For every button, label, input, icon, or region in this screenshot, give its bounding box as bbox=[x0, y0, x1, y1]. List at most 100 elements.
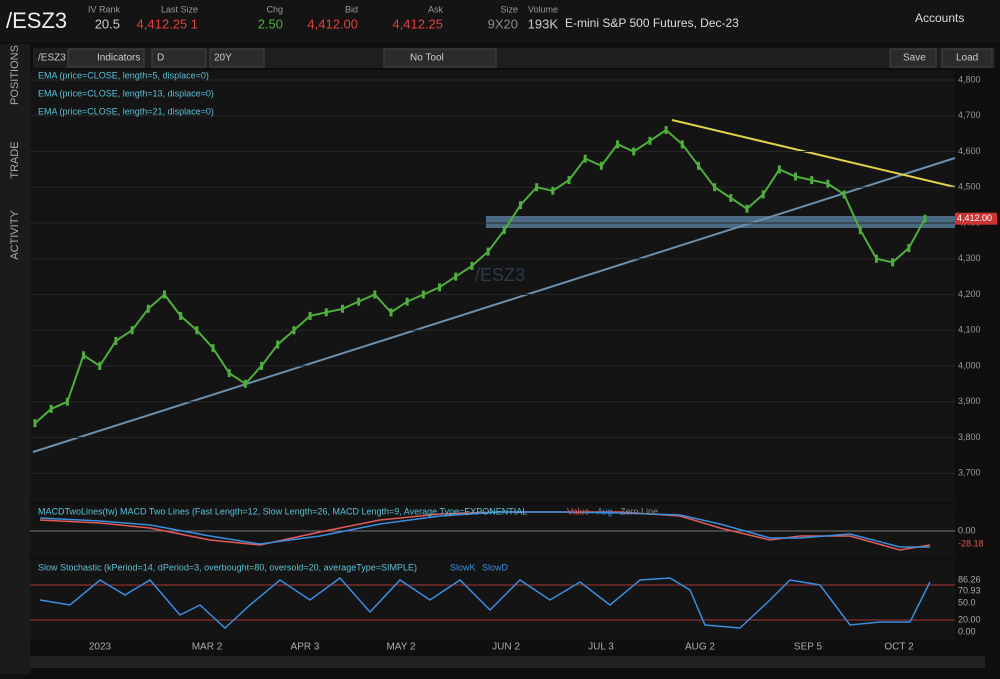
close-marker bbox=[616, 140, 619, 148]
close-marker bbox=[600, 162, 603, 170]
close-marker bbox=[519, 201, 522, 209]
close-marker bbox=[875, 255, 878, 263]
study-label: EMA (price=CLOSE, length=5, displace=0) bbox=[38, 70, 209, 80]
close-marker bbox=[325, 308, 328, 316]
description: E-mini S&P 500 Futures, Dec-23 bbox=[565, 16, 739, 30]
close-marker bbox=[503, 226, 506, 234]
close-marker bbox=[260, 362, 263, 370]
stochastic-legend: SlowD bbox=[482, 562, 509, 572]
close-marker bbox=[244, 380, 247, 388]
period-label: D bbox=[157, 53, 164, 64]
close-marker bbox=[163, 290, 166, 298]
x-tick-label: SEP 5 bbox=[794, 642, 823, 653]
close-marker bbox=[438, 283, 441, 291]
macd-label: -28.18 bbox=[958, 538, 984, 548]
study-label: EMA (price=CLOSE, length=13, displace=0) bbox=[38, 88, 214, 98]
symbol: /ESZ3 bbox=[6, 8, 67, 33]
close-marker bbox=[794, 173, 797, 181]
y-tick-label: 4,200 bbox=[958, 289, 981, 299]
close-marker bbox=[390, 308, 393, 316]
close-marker bbox=[147, 305, 150, 313]
close-marker bbox=[292, 326, 295, 334]
close-marker bbox=[535, 183, 538, 191]
close-marker bbox=[50, 405, 53, 413]
sidebar-tab[interactable]: TRADE bbox=[9, 141, 21, 178]
close-marker bbox=[212, 344, 215, 352]
close-marker bbox=[632, 147, 635, 155]
close-marker bbox=[859, 226, 862, 234]
close-marker bbox=[454, 273, 457, 281]
close-marker bbox=[762, 190, 765, 198]
macd-title: MACDTwoLines(tw) MACD Two Lines (Fast Le… bbox=[38, 506, 527, 516]
field-value: 20.5 bbox=[95, 16, 120, 31]
close-marker bbox=[729, 194, 732, 202]
close-marker bbox=[648, 137, 651, 145]
x-tick-label: APR 3 bbox=[291, 642, 320, 653]
close-marker bbox=[746, 205, 749, 213]
close-marker bbox=[309, 312, 312, 320]
close-marker bbox=[195, 326, 198, 334]
scrollbar[interactable] bbox=[30, 656, 985, 668]
sidebar-tab[interactable]: ACTIVITY bbox=[9, 210, 21, 260]
field-label: Volume bbox=[528, 4, 558, 14]
x-tick-label: AUG 2 bbox=[685, 642, 715, 653]
field-label: IV Rank bbox=[88, 4, 121, 14]
field-label: Chg bbox=[266, 4, 283, 14]
stochastic-label: 50.0 bbox=[958, 597, 976, 607]
macd-legend: Value bbox=[567, 506, 589, 516]
load-label: Load bbox=[956, 53, 978, 64]
close-marker bbox=[276, 341, 279, 349]
close-marker bbox=[891, 258, 894, 266]
close-marker bbox=[487, 248, 490, 256]
close-marker bbox=[470, 262, 473, 270]
stochastic-label: 86.26 bbox=[958, 574, 981, 584]
close-marker bbox=[82, 351, 85, 359]
close-marker bbox=[357, 298, 360, 306]
sidebar-tab[interactable]: POSITIONS bbox=[9, 45, 21, 105]
field-label: Last Size bbox=[161, 4, 198, 14]
close-marker bbox=[584, 155, 587, 163]
y-tick-label: 4,700 bbox=[958, 110, 981, 120]
x-tick-label: MAR 2 bbox=[192, 642, 223, 653]
x-tick-label: JUL 3 bbox=[588, 642, 614, 653]
x-tick-label: 2023 bbox=[89, 642, 112, 653]
indicators-label: Indicators bbox=[97, 53, 140, 64]
accounts-button[interactable]: Accounts bbox=[915, 11, 964, 25]
close-marker bbox=[406, 298, 409, 306]
toolbar-symbol[interactable]: /ESZ3 bbox=[38, 53, 66, 64]
field-value: 2.50 bbox=[258, 16, 283, 31]
stochastic-title: Slow Stochastic (kPeriod=14, dPeriod=3, … bbox=[38, 562, 417, 572]
close-marker bbox=[373, 290, 376, 298]
close-marker bbox=[907, 244, 910, 252]
x-tick-label: MAY 2 bbox=[386, 642, 416, 653]
stochastic-legend: SlowK bbox=[450, 562, 476, 572]
close-marker bbox=[568, 176, 571, 184]
close-marker bbox=[98, 362, 101, 370]
stochastic-label: 0.00 bbox=[958, 626, 976, 636]
close-marker bbox=[551, 187, 554, 195]
field-label: Bid bbox=[345, 4, 358, 14]
y-tick-label: 4,500 bbox=[958, 182, 981, 192]
macd-label: 0.00 bbox=[958, 525, 976, 535]
close-marker bbox=[34, 419, 37, 427]
y-tick-label: 3,900 bbox=[958, 396, 981, 406]
field-label: Ask bbox=[428, 4, 444, 14]
field-value: 4,412.00 bbox=[307, 16, 358, 31]
y-tick-label: 3,700 bbox=[958, 468, 981, 478]
y-tick-label: 3,800 bbox=[958, 432, 981, 442]
macd-legend: Avg bbox=[597, 506, 612, 516]
x-tick-label: OCT 2 bbox=[884, 642, 914, 653]
close-marker bbox=[810, 176, 813, 184]
close-marker bbox=[131, 326, 134, 334]
field-value: 193K bbox=[528, 16, 559, 31]
watermark: /ESZ3 bbox=[475, 265, 525, 285]
y-tick-label: 4,100 bbox=[958, 325, 981, 335]
field-value: 9X20 bbox=[488, 16, 518, 31]
last-price-label: 4,412.00 bbox=[957, 213, 992, 223]
close-marker bbox=[843, 190, 846, 198]
study-label: EMA (price=CLOSE, length=21, displace=0) bbox=[38, 106, 214, 116]
stochastic-label: 20.00 bbox=[958, 614, 981, 624]
close-marker bbox=[114, 337, 117, 345]
sidebar bbox=[0, 44, 30, 674]
